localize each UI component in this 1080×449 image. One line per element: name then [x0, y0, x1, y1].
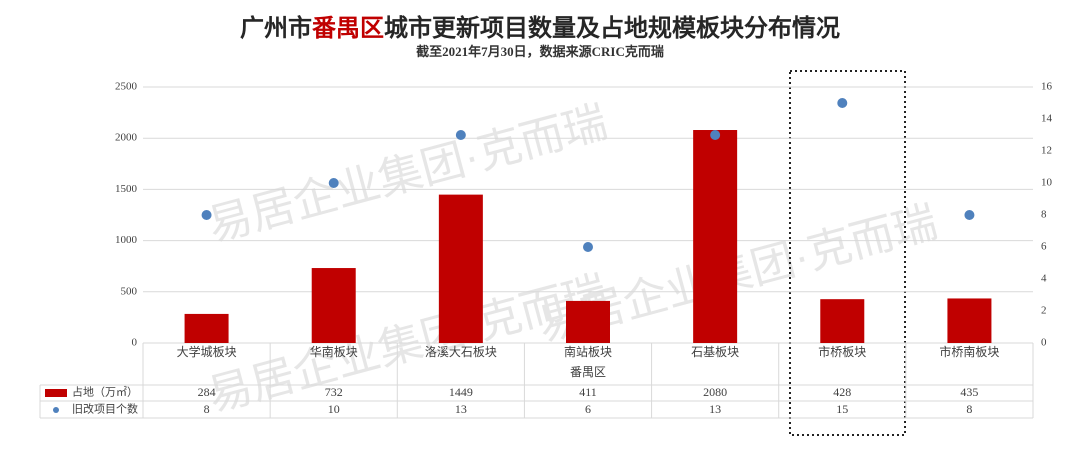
watermark: 易居企业集团·克而瑞 — [203, 97, 612, 251]
title-part: 城市更新项目数量及占地规模板块分布情况 — [384, 14, 840, 42]
table-value: 428 — [833, 385, 851, 399]
y-tick-label: 1000 — [115, 234, 138, 246]
highlight-box — [789, 70, 906, 436]
bar — [693, 130, 738, 343]
point — [201, 210, 212, 220]
x-axis-title: 番禺区 — [570, 365, 606, 379]
point — [455, 130, 466, 140]
legend-label: 占地（万㎡） — [72, 385, 138, 399]
x-tick-label: 大学城板块 — [177, 344, 237, 359]
bar — [184, 313, 229, 343]
title-part: 广州市 — [240, 14, 312, 42]
bar — [311, 268, 356, 343]
table-value: 435 — [960, 385, 978, 399]
table-value: 1449 — [449, 385, 473, 399]
y-tick-label: 500 — [121, 285, 138, 297]
point — [583, 242, 593, 252]
y-tick-label: 0 — [132, 337, 138, 349]
point — [964, 210, 975, 220]
y2-tick-label: 2 — [1041, 305, 1047, 317]
y2-tick-label: 0 — [1041, 337, 1047, 349]
bar — [438, 194, 483, 343]
y2-tick-label: 6 — [1041, 241, 1047, 253]
title-part: 番禺区 — [311, 15, 384, 42]
x-tick-label: 洛溪大石板块 — [425, 344, 497, 359]
bar — [947, 298, 992, 343]
table-value: 10 — [328, 402, 340, 416]
y-tick-label: 1500 — [115, 183, 138, 195]
table-value: 13 — [455, 402, 467, 416]
x-tick-label: 南站板块 — [564, 344, 612, 359]
table-value: 411 — [579, 385, 597, 399]
table-value: 2080 — [703, 385, 727, 399]
point — [328, 178, 339, 188]
x-tick-label: 市桥南板块 — [939, 344, 999, 359]
legend-key — [45, 389, 67, 397]
y2-tick-label: 14 — [1041, 113, 1053, 125]
legend-key — [53, 407, 59, 413]
y2-tick-label: 4 — [1041, 273, 1047, 285]
y2-tick-label: 16 — [1041, 81, 1053, 93]
y2-tick-label: 10 — [1041, 177, 1053, 189]
table-value: 15 — [836, 402, 848, 416]
table-value: 284 — [198, 385, 216, 399]
table-value: 13 — [709, 402, 721, 416]
y-tick-label: 2000 — [115, 132, 138, 144]
table-value: 6 — [585, 402, 591, 416]
point — [710, 130, 721, 140]
x-tick-label: 华南板块 — [310, 344, 358, 359]
legend-label: 旧改项目个数 — [72, 402, 138, 416]
y-tick-label: 2500 — [115, 81, 138, 93]
subtitle: 截至2021年7月30日，数据来源CRIC克而瑞 — [416, 44, 664, 59]
table-value: 8 — [966, 402, 972, 416]
y2-tick-label: 8 — [1041, 209, 1047, 221]
point — [837, 98, 848, 108]
bar — [820, 299, 865, 343]
bar — [566, 300, 610, 343]
x-tick-label: 市桥板块 — [818, 344, 866, 359]
chart-title: 广州市番禺区城市更新项目数量及占地规模板块分布情况 — [240, 14, 840, 42]
table-value: 8 — [204, 402, 210, 416]
x-tick-label: 石基板块 — [691, 345, 739, 359]
table-value: 732 — [325, 385, 343, 399]
y2-tick-label: 12 — [1041, 145, 1052, 157]
